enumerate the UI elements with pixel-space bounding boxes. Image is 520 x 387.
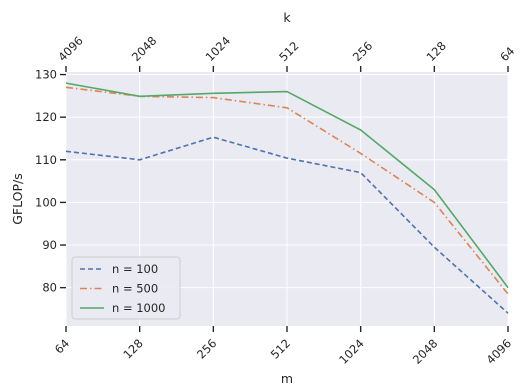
x-bottom-tick-label: 64 xyxy=(52,336,72,356)
series-group xyxy=(65,82,509,314)
series-line-n-1000 xyxy=(65,82,509,289)
x-top-tick-label: 4096 xyxy=(55,34,86,65)
x-top-tick-label: 2048 xyxy=(129,34,160,65)
x-top-tick-label: 512 xyxy=(276,39,301,64)
x-bottom-tick-label: 2048 xyxy=(410,336,441,367)
x-top-tick-label: 1024 xyxy=(203,34,234,65)
y-tick-label: 90 xyxy=(42,238,57,252)
legend: n = 100 n = 500 n = 1000 xyxy=(71,256,181,320)
legend-label: n = 500 xyxy=(112,282,158,296)
y-tick-label: 80 xyxy=(42,281,57,295)
y-tick-label: 110 xyxy=(35,153,57,167)
x-top-tick-label: 256 xyxy=(350,39,375,64)
y-tick-label: 120 xyxy=(35,110,57,124)
x-top-tick-label: 128 xyxy=(424,39,449,64)
y-tick-label: 100 xyxy=(35,195,57,209)
y-tick-label: 130 xyxy=(35,68,57,82)
legend-label: n = 1000 xyxy=(112,301,166,315)
legend-box xyxy=(71,256,181,320)
legend-label: n = 100 xyxy=(112,262,158,276)
series-line-n-100 xyxy=(65,136,509,314)
x-bottom-tick-label: 256 xyxy=(194,336,219,361)
y-axis-label: GFLOP/s xyxy=(10,173,25,225)
x-top-tick-label: 64 xyxy=(497,44,517,64)
x-top-axis-label: k xyxy=(283,10,291,25)
x-bottom-tick-label: 128 xyxy=(120,336,145,361)
x-bottom-tick-label: 1024 xyxy=(336,336,367,367)
x-bottom-tick-label: 4096 xyxy=(484,336,515,367)
x-bottom-tick-label: 512 xyxy=(268,336,293,361)
x-bottom-axis-label: m xyxy=(281,371,293,386)
